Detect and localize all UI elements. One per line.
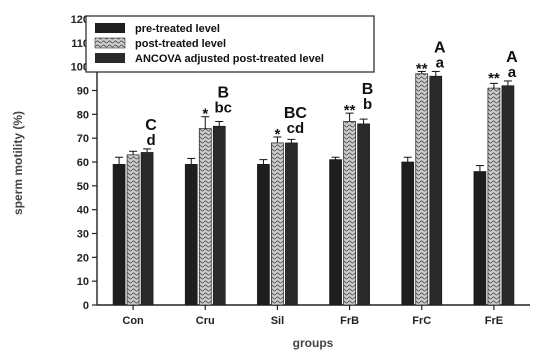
x-tick-label-FrB: FrB bbox=[340, 315, 359, 327]
y-tick-label-50: 50 bbox=[77, 181, 89, 193]
letter-upper-FrB: B bbox=[362, 81, 374, 98]
legend-label-pre-treated: pre-treated level bbox=[135, 23, 220, 35]
bar-Sil-s0 bbox=[257, 164, 270, 306]
bar-FrC-s2 bbox=[429, 75, 443, 306]
letter-upper-Sil: BC bbox=[284, 105, 308, 122]
bar-Cru-s2 bbox=[212, 125, 226, 306]
letter-upper-FrE: A bbox=[506, 49, 518, 66]
x-tick-label-Con: Con bbox=[122, 315, 144, 327]
plot-area: 0 10 20 30 40 50 60 70 80 90 100 110 120 Con Cru Sil FrB… bbox=[71, 14, 530, 327]
bar-FrC-s0 bbox=[401, 161, 415, 306]
letter-lower-FrB: b bbox=[363, 96, 372, 113]
x-tick-label-Sil: Sil bbox=[271, 315, 284, 327]
y-tick-label-10: 10 bbox=[77, 276, 89, 288]
stars-Sil: * bbox=[274, 126, 280, 143]
stars-Cru: * bbox=[202, 106, 208, 123]
legend-label-post-treated: post-treated level bbox=[135, 38, 226, 50]
y-tick-label-110: 110 bbox=[71, 38, 89, 50]
letter-upper-Cru: B bbox=[217, 85, 229, 102]
y-tick-label-60: 60 bbox=[77, 157, 89, 169]
bar-FrE-s2 bbox=[501, 85, 515, 306]
y-tick-label-0: 0 bbox=[83, 300, 89, 312]
x-tick-label-FrC: FrC bbox=[412, 315, 431, 327]
y-tick-label-20: 20 bbox=[77, 252, 89, 264]
bar-FrB-s1 bbox=[343, 121, 356, 306]
bar-Cru-s1 bbox=[198, 128, 212, 306]
bar-FrB-s2 bbox=[357, 123, 370, 306]
bar-Sil-s1 bbox=[271, 142, 284, 306]
bar-Con-s1 bbox=[126, 154, 140, 306]
bar-Con-s2 bbox=[140, 152, 154, 306]
bar-Cru-s0 bbox=[184, 164, 198, 306]
y-axis-title: sperm motility (%) bbox=[11, 111, 25, 215]
stars-FrB: ** bbox=[344, 102, 356, 119]
letter-lower-Sil: cd bbox=[287, 120, 305, 137]
y-tick-label-30: 30 bbox=[77, 229, 89, 241]
bar-FrE-s1 bbox=[487, 87, 501, 306]
legend-label-ancova-adjusted: ANCOVA adjusted post-treated level bbox=[135, 53, 324, 65]
bar-FrE-s0 bbox=[473, 171, 487, 306]
bar-FrC-s1 bbox=[415, 73, 429, 306]
x-tick-label-FrE: FrE bbox=[485, 315, 503, 327]
letter-upper-FrC: A bbox=[434, 39, 446, 56]
letter-upper-Con: C bbox=[145, 117, 157, 134]
bar-Sil-s2 bbox=[285, 142, 298, 306]
legend-swatch-pre-treated bbox=[95, 23, 125, 33]
letter-lower-FrE: a bbox=[508, 64, 517, 81]
bar-FrB-s0 bbox=[329, 159, 342, 306]
legend-swatch-ancova-adjusted bbox=[95, 53, 125, 63]
letter-lower-FrC: a bbox=[436, 54, 445, 71]
y-tick-label-40: 40 bbox=[77, 205, 89, 217]
legend: pre-treated level post-treated level ANC… bbox=[85, 15, 375, 73]
y-tick-label-90: 90 bbox=[77, 86, 89, 98]
y-tick-label-100: 100 bbox=[71, 62, 89, 74]
letter-lower-Cru: bc bbox=[214, 100, 232, 117]
letter-lower-Con: d bbox=[146, 132, 155, 149]
bars bbox=[112, 70, 515, 306]
stars-FrE: ** bbox=[488, 70, 500, 87]
bar-Con-s0 bbox=[112, 164, 126, 306]
y-tick-label-80: 80 bbox=[77, 109, 89, 121]
y-tick-label-120: 120 bbox=[71, 14, 89, 26]
axes: 0 10 20 30 40 50 60 70 80 90 100 110 120 Con Cru Sil FrB… bbox=[71, 14, 530, 327]
y-tick-label-70: 70 bbox=[77, 133, 89, 145]
legend-box bbox=[85, 15, 375, 73]
x-tick-label-Cru: Cru bbox=[196, 315, 215, 327]
legend-swatch-post-treated bbox=[94, 37, 126, 49]
x-axis-title: groups bbox=[293, 336, 334, 350]
stars-FrC: ** bbox=[416, 60, 428, 77]
